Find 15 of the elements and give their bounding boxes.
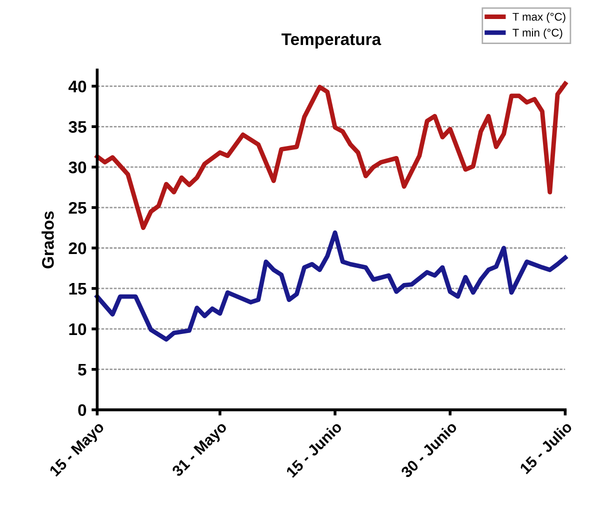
y-tick-label: 0: [78, 404, 86, 416]
y-tick-label: 30: [68, 162, 86, 174]
y-tick-label: 10: [69, 323, 86, 336]
line-series: [94, 230, 568, 342]
y-tick-label: 40: [68, 80, 86, 92]
y-tick-label: 25: [68, 202, 86, 214]
y-tick-label: 5: [78, 364, 86, 376]
line-series: [94, 82, 568, 230]
legend-label: T min (°C): [512, 28, 562, 39]
y-tick-label: 15: [69, 283, 86, 295]
y-tick-label: 35: [68, 121, 86, 133]
legend-label: T max (°C): [512, 12, 566, 23]
y-axis-title: Grados: [42, 211, 54, 268]
chart-title: Temperatura: [282, 34, 382, 48]
y-tick-label: 20: [68, 242, 86, 254]
